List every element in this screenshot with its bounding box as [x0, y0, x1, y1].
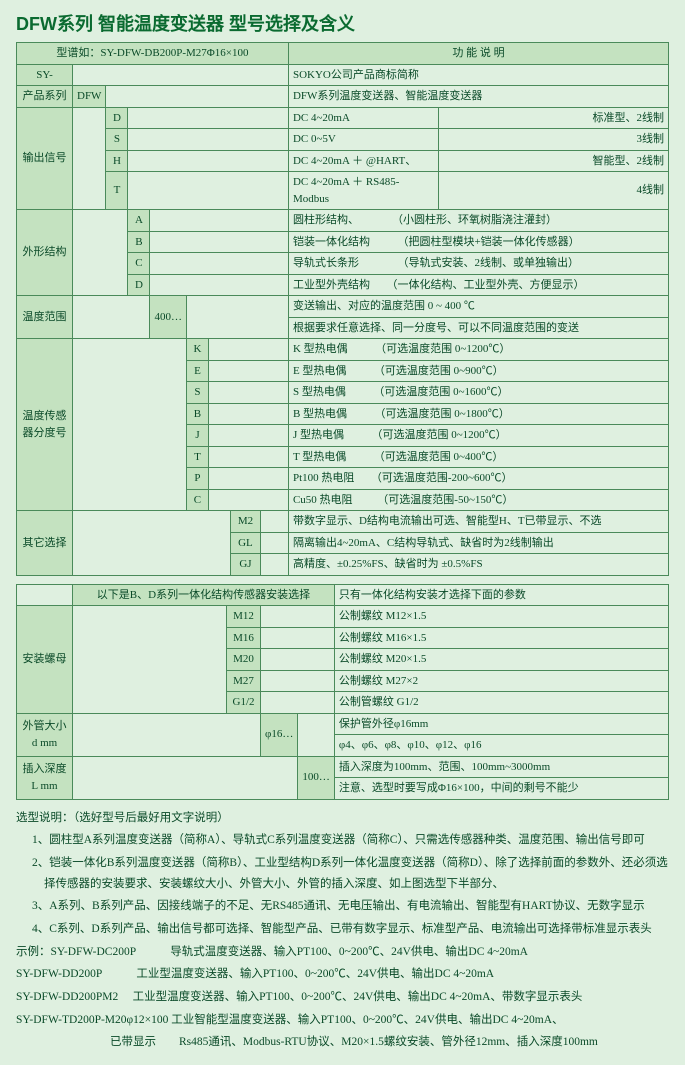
example-2: SY-DFW-DD200PM2 工业型温度变送器、输入PT100、0~200℃、…: [16, 987, 669, 1008]
shape-a: A: [128, 210, 150, 232]
opt-gj: GJ: [230, 554, 260, 576]
shape-a-desc: 圆柱形结构、 （小圆柱形、环氧树脂浇注灌封）: [288, 210, 668, 232]
sensor-e: E: [186, 360, 208, 382]
shape-b-desc: 铠装一体化结构 （把圆柱型模块+铠装一体化传感器）: [288, 231, 668, 253]
sensor-j: J: [186, 425, 208, 447]
nut-m27-desc: 公制螺纹 M27×2: [334, 670, 668, 692]
out-t-note: 4线制: [438, 172, 668, 210]
sy-desc: SOKYO公司产品商标简称: [288, 64, 668, 86]
note-2: 2、铠装一体化B系列温度变送器（简称B）、工业型结构D系列一体化温度变送器（简称…: [16, 853, 669, 894]
nut-m16-desc: 公制螺纹 M16×1.5: [334, 627, 668, 649]
install-header-right: 只有一体化结构安装才选择下面的参数: [334, 584, 668, 606]
install-spec-table: 以下是B、D系列一体化结构传感器安装选择 只有一体化结构安装才选择下面的参数 安…: [16, 584, 669, 800]
insert-depth-desc1: 插入深度为100mm、范围、100mm~3000mm: [334, 756, 668, 778]
temp-range-val: 400…: [150, 296, 187, 339]
sensor-k-desc: K 型热电偶 （可选温度范围 0~1200℃）: [288, 339, 668, 361]
out-d: D: [106, 107, 128, 129]
output-signal-label: 输出信号: [17, 107, 73, 210]
out-t: T: [106, 172, 128, 210]
sensor-p-desc: Pt100 热电阻 （可选温度范围-200~600℃）: [288, 468, 668, 490]
sensor-j-desc: J 型热电偶 （可选温度范围 0~1200℃）: [288, 425, 668, 447]
insert-depth-label: 插入深度 L mm: [17, 756, 73, 799]
temp-range-desc2: 根据要求任意选择、同一分度号、可以不同温度范围的变送: [288, 317, 668, 339]
out-s-note: 3线制: [438, 129, 668, 151]
example-3-cont: 已带显示 Rs485通讯、Modbus-RTU协议、M20×1.5螺纹安装、管外…: [16, 1032, 669, 1053]
shape-d-desc: 工业型外壳结构 （一体化结构、工业型外壳、方便显示）: [288, 274, 668, 296]
shape-c: C: [128, 253, 150, 275]
sensor-s-desc: S 型热电偶 （可选温度范围 0~1600℃）: [288, 382, 668, 404]
series-code: DFW: [73, 86, 106, 108]
nut-m12-desc: 公制螺纹 M12×1.5: [334, 606, 668, 628]
sensor-b-desc: B 型热电偶 （可选温度范围 0~1800℃）: [288, 403, 668, 425]
example-3: SY-DFW-TD200P-M20φ12×100 工业智能型温度变送器、输入PT…: [16, 1010, 669, 1031]
shape-label: 外形结构: [17, 210, 73, 296]
sensor-c-desc: Cu50 热电阻 （可选温度范围-50~150℃）: [288, 489, 668, 511]
nut-m27: M27: [227, 670, 261, 692]
sensor-type-label: 温度传感器分度号: [17, 339, 73, 511]
opt-gl: GL: [230, 532, 260, 554]
sensor-s: S: [186, 382, 208, 404]
func-desc-header: 功 能 说 明: [288, 43, 668, 65]
out-s-desc: DC 0~5V: [288, 129, 438, 151]
model-example: 型谱如：SY-DFW-DB200P-M27Φ16×100: [17, 43, 289, 65]
nut-m20: M20: [227, 649, 261, 671]
series-desc: DFW系列温度变送器、智能温度变送器: [288, 86, 668, 108]
series-label: 产品系列: [17, 86, 73, 108]
shape-c-desc: 导轨式长条形 （导轨式安装、2线制、或单独输出）: [288, 253, 668, 275]
out-t-desc: DC 4~20mA ＋ RS485-Modbus: [288, 172, 438, 210]
sensor-t-desc: T 型热电偶 （可选温度范围 0~400℃）: [288, 446, 668, 468]
sensor-e-desc: E 型热电偶 （可选温度范围 0~900℃）: [288, 360, 668, 382]
pipe-dia-label: 外管大小 d mm: [17, 713, 73, 756]
example-0: 示例：SY-DFW-DC200P 导轨式温度变送器、输入PT100、0~200℃…: [16, 942, 669, 963]
temp-range-label: 温度范围: [17, 296, 73, 339]
sensor-c: C: [186, 489, 208, 511]
note-3: 3、A系列、B系列产品、因接线端子的不足、无RS485通讯、无电压输出、有电流输…: [16, 896, 669, 917]
pipe-dia-desc1: 保护管外径φ16mm: [334, 713, 668, 735]
pipe-dia-desc2: φ4、φ6、φ8、φ10、φ12、φ16: [334, 735, 668, 757]
out-h: H: [106, 150, 128, 172]
shape-b: B: [128, 231, 150, 253]
out-h-note: 智能型、2线制: [438, 150, 668, 172]
opt-m2: M2: [230, 511, 260, 533]
out-d-desc: DC 4~20mA: [288, 107, 438, 129]
nut-g12-desc: 公制管螺纹 G1/2: [334, 692, 668, 714]
out-d-note: 标准型、2线制: [438, 107, 668, 129]
shape-d: D: [128, 274, 150, 296]
sy-prefix: SY-: [17, 64, 73, 86]
out-h-desc: DC 4~20mA ＋ @HART、: [288, 150, 438, 172]
other-opts-label: 其它选择: [17, 511, 73, 576]
notes-title: 选型说明：（选好型号后最好用文字说明）: [16, 808, 669, 829]
nut-m12: M12: [227, 606, 261, 628]
sensor-b: B: [186, 403, 208, 425]
sensor-t: T: [186, 446, 208, 468]
opt-m2-desc: 带数字显示、D结构电流输出可选、智能型H、T已带显示、不选: [288, 511, 668, 533]
pipe-dia-val: φ16…: [261, 713, 298, 756]
temp-range-desc1: 变送输出、对应的温度范围 0 ~ 400 ℃: [288, 296, 668, 318]
install-header-left: 以下是B、D系列一体化结构传感器安装选择: [73, 584, 335, 606]
note-1: 1、圆柱型A系列温度变送器（简称A）、导轨式C系列温度变送器（简称C）、只需选传…: [16, 830, 669, 851]
selection-notes: 选型说明：（选好型号后最好用文字说明） 1、圆柱型A系列温度变送器（简称A）、导…: [16, 808, 669, 940]
page-title: DFW系列 智能温度变送器 型号选择及含义: [16, 10, 669, 36]
nut-m16: M16: [227, 627, 261, 649]
nut-label: 安装螺母: [17, 606, 73, 714]
sensor-k: K: [186, 339, 208, 361]
insert-depth-desc2: 注意、选型时要写成Φ16×100，中间的剩号不能少: [334, 778, 668, 800]
insert-depth-val: 100…: [298, 756, 335, 799]
note-4: 4、C系列、D系列产品、输出信号都可选择、智能型产品、已带有数字显示、标准型产品…: [16, 919, 669, 940]
nut-m20-desc: 公制螺纹 M20×1.5: [334, 649, 668, 671]
examples: 示例：SY-DFW-DC200P 导轨式温度变送器、输入PT100、0~200℃…: [16, 942, 669, 1053]
sensor-p: P: [186, 468, 208, 490]
opt-gj-desc: 高精度、±0.25%FS、缺省时为 ±0.5%FS: [288, 554, 668, 576]
out-s: S: [106, 129, 128, 151]
example-1: SY-DFW-DD200P 工业型温度变送器、输入PT100、0~200℃、24…: [16, 964, 669, 985]
main-spec-table: 型谱如：SY-DFW-DB200P-M27Φ16×100 功 能 说 明 SY-…: [16, 42, 669, 576]
nut-g12: G1/2: [227, 692, 261, 714]
opt-gl-desc: 隔离输出4~20mA、C结构导轨式、缺省时为2线制输出: [288, 532, 668, 554]
